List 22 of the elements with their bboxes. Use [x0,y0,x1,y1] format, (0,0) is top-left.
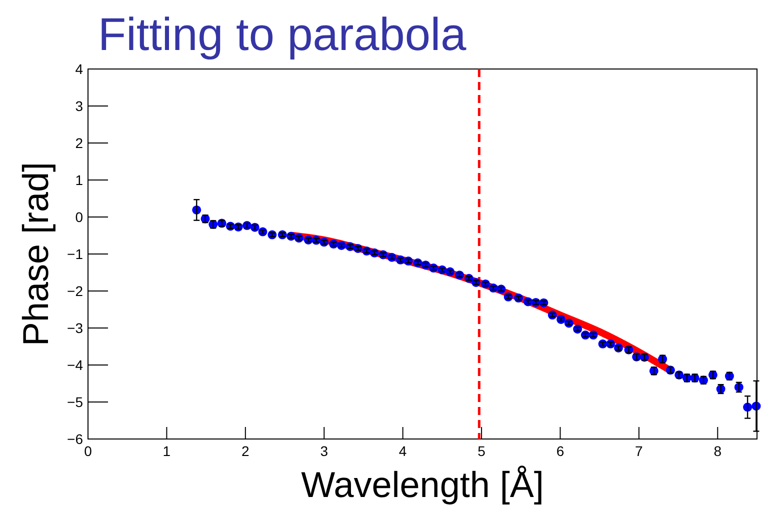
x-tick-label: 5 [478,443,486,459]
y-tick-label: −2 [67,283,84,299]
x-axis-title: Wavelength [Å] [301,464,544,505]
x-tick-label: 1 [162,443,171,459]
y-tick-label: −3 [67,320,84,336]
x-tick-label: 6 [556,443,564,459]
x-tick-label: 2 [242,443,250,459]
y-tick-label: 4 [75,61,84,77]
y-tick-label: 2 [75,135,84,151]
y-tick-label: −6 [67,431,84,447]
y-tick-label: −5 [67,394,84,410]
y-axis-title: Phase [rad] [15,162,56,346]
x-tick-label: 7 [635,443,644,459]
y-tick-label: 0 [75,209,84,225]
x-tick-label: 4 [398,443,407,459]
chart-title: Fitting to parabola [98,8,467,60]
x-tick-label: 8 [714,443,722,459]
y-tick-label: −4 [67,357,84,373]
y-tick-label: 3 [75,98,84,114]
x-tick-label: 3 [320,443,328,459]
y-tick-label: 1 [75,172,84,188]
y-tick-label: −1 [67,246,84,262]
